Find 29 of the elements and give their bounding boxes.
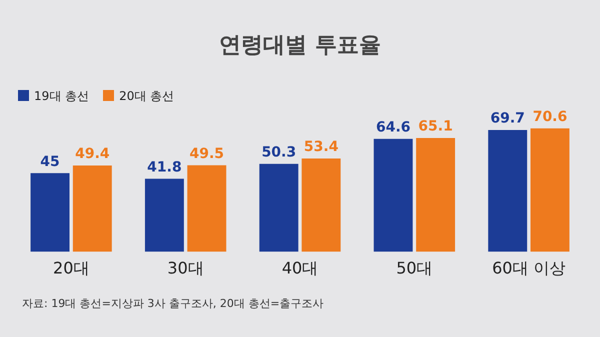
data-label: 45 — [40, 154, 60, 170]
data-label: 69.7 — [490, 110, 525, 127]
x-tick-label: 60대 이상 — [492, 258, 566, 278]
legend-label: 20대 총선 — [118, 88, 174, 105]
legend-label: 19대 총선 — [33, 88, 90, 105]
data-label: 53.4 — [304, 139, 339, 156]
bar — [259, 164, 298, 252]
bar — [530, 128, 570, 252]
data-label: 41.8 — [147, 159, 182, 176]
bar — [374, 138, 413, 252]
bar — [144, 178, 184, 252]
text: 자료: 19대 총선=지상파 3사 출구조사, 20대 총선=출구조사 — [22, 296, 324, 311]
data-label: 49.4 — [75, 146, 110, 162]
data-label: 70.6 — [532, 109, 568, 126]
bar — [302, 158, 341, 252]
x-tick-label: 50대 — [396, 258, 433, 278]
data-label: 64.6 — [376, 120, 411, 136]
bar — [30, 173, 70, 252]
data-label: 49.5 — [189, 146, 224, 162]
bar — [187, 165, 226, 252]
chart-title: 연령대별 투표율 — [218, 32, 382, 60]
x-tick-label: 30대 — [167, 258, 204, 278]
x-tick-label: 20대 — [53, 258, 90, 278]
bar — [488, 130, 528, 252]
bar — [416, 138, 456, 252]
bar — [72, 165, 112, 252]
data-label: 65.1 — [418, 118, 453, 135]
x-tick-label: 40대 — [282, 258, 318, 278]
data-label: 50.3 — [262, 144, 296, 161]
